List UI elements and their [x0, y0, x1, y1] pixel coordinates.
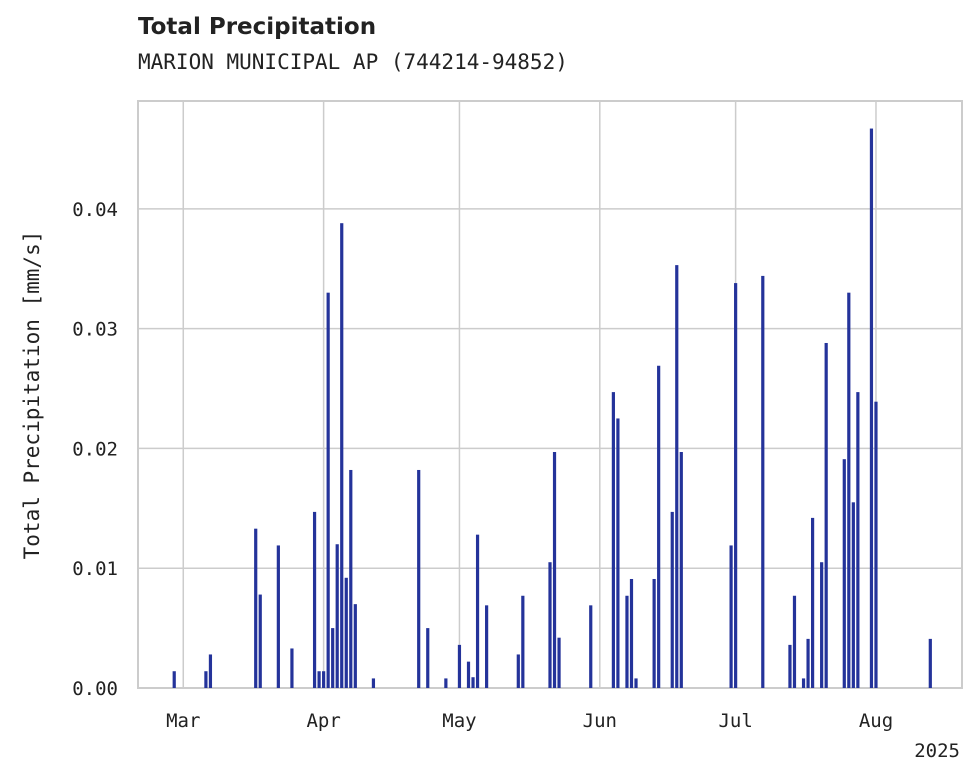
x-tick-label: May — [442, 710, 476, 732]
y-tick-label: 0.02 — [72, 438, 118, 460]
precipitation-bar — [761, 275, 765, 688]
x-tick-label: Jul — [718, 710, 752, 732]
precipitation-bar — [589, 605, 593, 688]
precipitation-bar — [344, 577, 348, 688]
precipitation-bar — [335, 544, 339, 688]
precipitation-bar — [331, 628, 335, 688]
y-tick-label: 0.03 — [72, 319, 118, 341]
x-tick-label: Mar — [166, 710, 200, 732]
precipitation-bar — [869, 128, 874, 689]
precipitation-bar — [629, 578, 634, 688]
precipitation-bar — [652, 578, 656, 688]
precipitation-bar — [457, 644, 462, 688]
precipitation-bar — [371, 678, 376, 688]
precipitation-bar — [842, 459, 846, 688]
precipitation-bar — [801, 678, 806, 688]
precipitation-bar — [254, 528, 258, 688]
precipitation-bar — [928, 638, 932, 688]
precipitation-bar — [788, 644, 792, 688]
precipitation-bar — [679, 452, 683, 688]
precipitation-bar — [824, 342, 828, 688]
precipitation-bar — [258, 594, 262, 688]
x-axis-year-label: 2025 — [914, 740, 960, 762]
precipitation-bar — [611, 392, 615, 688]
precipitation-bar — [475, 534, 480, 688]
precipitation-bar — [317, 671, 321, 688]
precipitation-bar — [322, 671, 326, 688]
precipitation-bar — [349, 469, 353, 688]
precipitation-bar — [810, 517, 815, 688]
precipitation-bar — [471, 677, 475, 688]
precipitation-bar — [485, 605, 489, 688]
x-tick-label: Apr — [306, 710, 340, 732]
y-axis-label: Total Precipitation [mm/s] — [20, 231, 44, 560]
precipitation-bar — [417, 469, 421, 688]
precipitation-bar — [516, 654, 520, 688]
precipitation-bar — [874, 401, 878, 688]
bars-group — [172, 128, 932, 689]
x-tick-label: Aug — [859, 710, 893, 732]
precipitation-bar — [657, 365, 661, 688]
precipitation-bar — [340, 223, 344, 688]
precipitation-bar — [552, 452, 557, 688]
y-tick-labels: 0.00 0.01 0.02 0.03 0.04 — [72, 199, 118, 700]
precipitation-bar — [675, 265, 679, 688]
precipitation-bar — [208, 654, 213, 688]
precipitation-bar — [172, 671, 176, 688]
precipitation-bar — [548, 562, 552, 688]
precipitation-bar — [204, 671, 208, 688]
precipitation-bar — [851, 502, 855, 688]
precipitation-bar — [625, 595, 629, 688]
precipitation-bar — [616, 418, 620, 688]
precipitation-bar — [856, 392, 860, 688]
precipitation-bar — [276, 545, 280, 688]
x-tick-labels: Mar Apr May Jun Jul Aug — [166, 710, 893, 732]
grid-lines — [138, 101, 962, 689]
precipitation-bar — [426, 628, 430, 688]
y-tick-label: 0.01 — [72, 558, 118, 580]
precipitation-bar — [290, 648, 294, 688]
precipitation-bar — [466, 661, 471, 688]
precipitation-bar — [521, 595, 525, 688]
y-tick-label: 0.04 — [72, 199, 118, 221]
precipitation-bar — [806, 638, 810, 688]
precipitation-bar — [847, 292, 851, 688]
precipitation-bar — [312, 511, 317, 688]
precipitation-bar — [353, 604, 357, 688]
precipitation-bar — [557, 637, 561, 688]
precipitation-bar — [670, 511, 674, 688]
chart-title: Total Precipitation — [138, 14, 377, 40]
precipitation-bar — [326, 292, 330, 688]
x-tick-label: Jun — [583, 710, 617, 732]
precipitation-bar — [734, 283, 738, 688]
chart-subtitle: MARION MUNICIPAL AP (744214-94852) — [138, 50, 568, 74]
precipitation-bar — [444, 678, 448, 688]
precipitation-bar — [729, 545, 733, 688]
precipitation-bar — [792, 595, 797, 688]
precipitation-bar — [634, 678, 638, 688]
y-tick-label: 0.00 — [72, 678, 118, 700]
precipitation-bar — [820, 562, 824, 688]
